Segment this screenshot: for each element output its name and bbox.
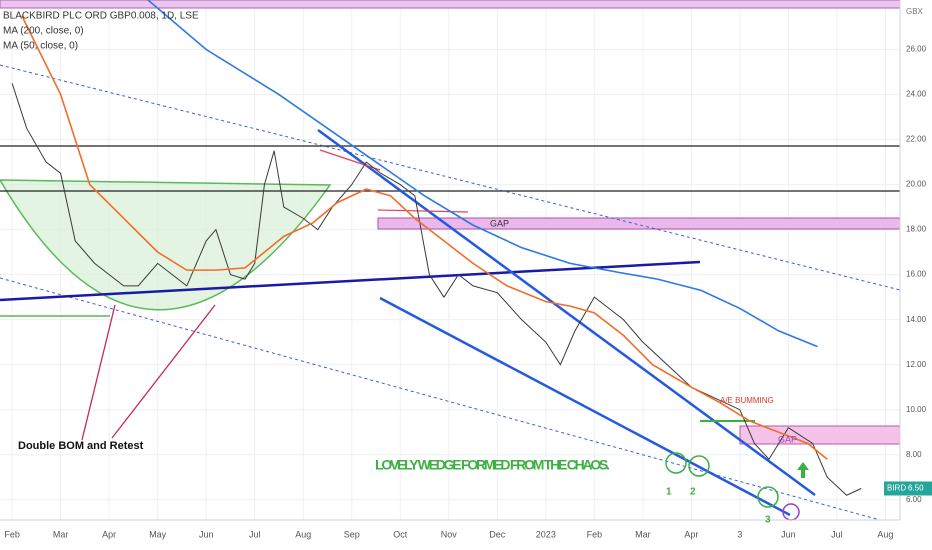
circle-marker (665, 452, 687, 474)
x-tick-label: Apr (102, 529, 116, 539)
gap-zone (377, 217, 901, 230)
series-line (147, 0, 818, 348)
wedge-line (379, 296, 791, 517)
x-tick-label: Aug (877, 529, 893, 539)
indicator-label: MA (50, close, 0) (3, 41, 78, 52)
y-tick-label: 14.00 (906, 315, 927, 324)
circle-marker (688, 455, 710, 477)
x-tick-label: Oct (393, 529, 408, 539)
y-tick-label: 8.00 (906, 450, 922, 459)
y-tick-label: 16.00 (906, 270, 927, 279)
annotation: Double BOM and Retest (18, 440, 144, 452)
y-tick-label: 22.00 (906, 135, 927, 144)
annotation: 2 (690, 487, 696, 498)
x-tick-label: Sep (344, 529, 360, 539)
x-tick-label: Apr (684, 529, 698, 539)
x-tick-label: Nov (441, 529, 458, 539)
circle-marker (757, 486, 779, 508)
neckline (0, 260, 701, 302)
channel-line (0, 277, 881, 521)
indicator-label: MA (200, close, 0) (3, 26, 84, 37)
x-tick-label: Feb (587, 529, 603, 539)
x-tick-label: 3 (737, 529, 742, 539)
marker-line (377, 209, 469, 213)
marker-line (319, 149, 381, 171)
gap-zone (739, 425, 901, 445)
y-tick-label: 10.00 (906, 405, 927, 414)
cup (0, 179, 332, 311)
channel-line (0, 64, 901, 291)
price-label: 6.50 (908, 484, 924, 493)
arrow (111, 304, 216, 439)
annotation: A/E BUMMING (720, 396, 774, 405)
annotation: 3 (765, 515, 771, 526)
y-tick-label: 12.00 (906, 360, 927, 369)
price-tag (884, 481, 932, 496)
y-tick-label: 6.00 (906, 495, 922, 504)
y-tick-label: 20.00 (906, 180, 927, 189)
y-tick-label: 24.00 (906, 90, 927, 99)
x-tick-label: Jun (199, 529, 214, 539)
plot (11, 0, 862, 496)
x-tick-label: Jul (831, 529, 843, 539)
arrow (81, 304, 116, 441)
annotation: 1 (666, 487, 672, 498)
x-tick-label: Dec (489, 529, 506, 539)
series-line (21, 15, 828, 460)
x-tick-label: Jul (249, 529, 261, 539)
annotation: GAP (778, 434, 797, 444)
wedge-line (317, 128, 816, 497)
annotation: GAP (490, 218, 509, 228)
x-tick-label: Mar (635, 529, 651, 539)
x-tick-label: Aug (295, 529, 311, 539)
x-tick-label: Feb (4, 529, 20, 539)
chart-title: BLACKBIRD PLC ORD GBP0.008, 1D, LSE (3, 11, 199, 22)
x-tick-label: Mar (53, 529, 69, 539)
symbol-label: BIRD (887, 484, 906, 493)
x-tick-label: 2023 (536, 529, 556, 539)
series-line (11, 83, 862, 496)
x-tick-label: Jun (781, 529, 796, 539)
top-zone (0, 0, 901, 9)
annotation: LOVELY WEDGE FORMED FROM THE CHAOS. (375, 457, 610, 473)
x-tick-label: May (149, 529, 167, 539)
y-unit: GBX (906, 7, 924, 16)
y-tick-label: 18.00 (906, 225, 927, 234)
y-tick-label: 26.00 (906, 45, 927, 54)
up-arrow (797, 462, 809, 478)
